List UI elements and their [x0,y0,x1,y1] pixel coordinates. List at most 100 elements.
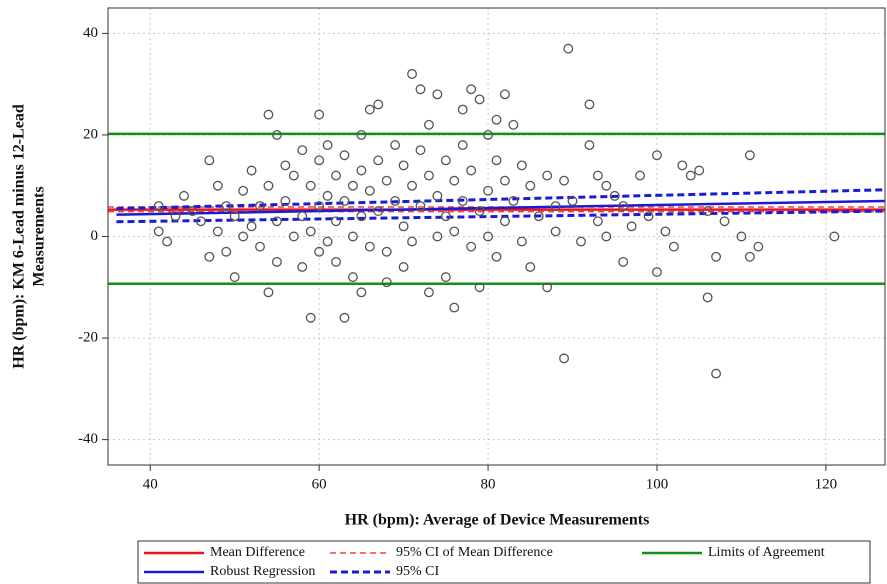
point [525,262,536,272]
point [297,145,308,156]
point [373,155,384,166]
point [423,170,434,181]
point [516,236,527,247]
point [457,140,468,151]
point [635,170,646,181]
legend-label: Robust Regression [210,564,315,579]
point [263,287,274,298]
x-tick-label: 40 [143,476,158,492]
point [347,180,358,191]
point [297,211,308,222]
point [162,236,173,247]
point [626,221,637,232]
point [364,185,375,196]
point [499,216,510,227]
line [116,199,886,216]
point [449,175,460,186]
point [474,206,485,217]
point [373,99,384,110]
point [314,109,325,120]
point [576,236,586,247]
point [305,312,316,323]
y-tick-label: 40 [83,25,98,41]
point [195,216,206,227]
point [744,251,755,262]
point [229,211,240,222]
x-tick-label: 120 [815,476,838,492]
point [204,155,215,166]
point [466,84,477,95]
point [457,104,468,115]
point [339,196,350,206]
point [229,272,240,283]
point [508,119,519,130]
point [339,150,350,161]
point [221,201,232,211]
point [339,312,350,323]
point [618,256,629,267]
point [423,287,434,298]
point [322,140,333,151]
point [466,241,477,252]
point [584,99,595,110]
point [415,84,426,95]
point [584,140,595,151]
point [483,185,494,196]
point [398,160,409,171]
point [499,175,510,186]
point [643,211,654,222]
point [238,231,249,242]
point [474,282,485,293]
line [116,209,886,224]
point [702,292,713,303]
point [407,180,417,191]
y-tick-label: -40 [78,431,98,447]
point [694,165,705,176]
point [567,196,578,206]
point [322,190,333,201]
point [271,216,282,227]
point [711,251,722,262]
point [744,150,755,161]
point [381,246,392,257]
point [314,246,325,257]
point [153,226,164,237]
point [381,175,392,186]
point [525,180,536,191]
point [331,216,341,227]
x-axis-label: HR (bpm): Average of Device Measurements [345,512,650,529]
point [280,196,291,206]
point [432,89,443,100]
point [550,201,561,211]
point [238,185,249,196]
point [491,155,502,166]
point [153,201,164,211]
x-tick-label: 60 [312,476,327,492]
point [415,201,426,211]
y-axis-label: HR (bpm): KM 6-Lead minus 12-Lead Measure… [11,104,48,369]
point [563,43,574,54]
point [719,216,730,227]
point [347,272,358,283]
point [381,277,392,288]
point [660,226,671,237]
point [483,129,494,140]
y-tick-label: -20 [78,329,98,345]
point [322,236,333,247]
point [221,246,232,257]
legend-label: Mean Difference [210,545,305,560]
line [116,188,886,211]
point [179,190,189,201]
point [407,236,417,247]
point [533,211,544,222]
point [618,201,629,211]
point [271,256,282,267]
point [407,69,417,79]
point [271,129,282,140]
point [263,180,274,191]
point [423,119,434,130]
x-tick-label: 100 [646,476,669,492]
point [592,170,603,181]
point [390,196,401,206]
